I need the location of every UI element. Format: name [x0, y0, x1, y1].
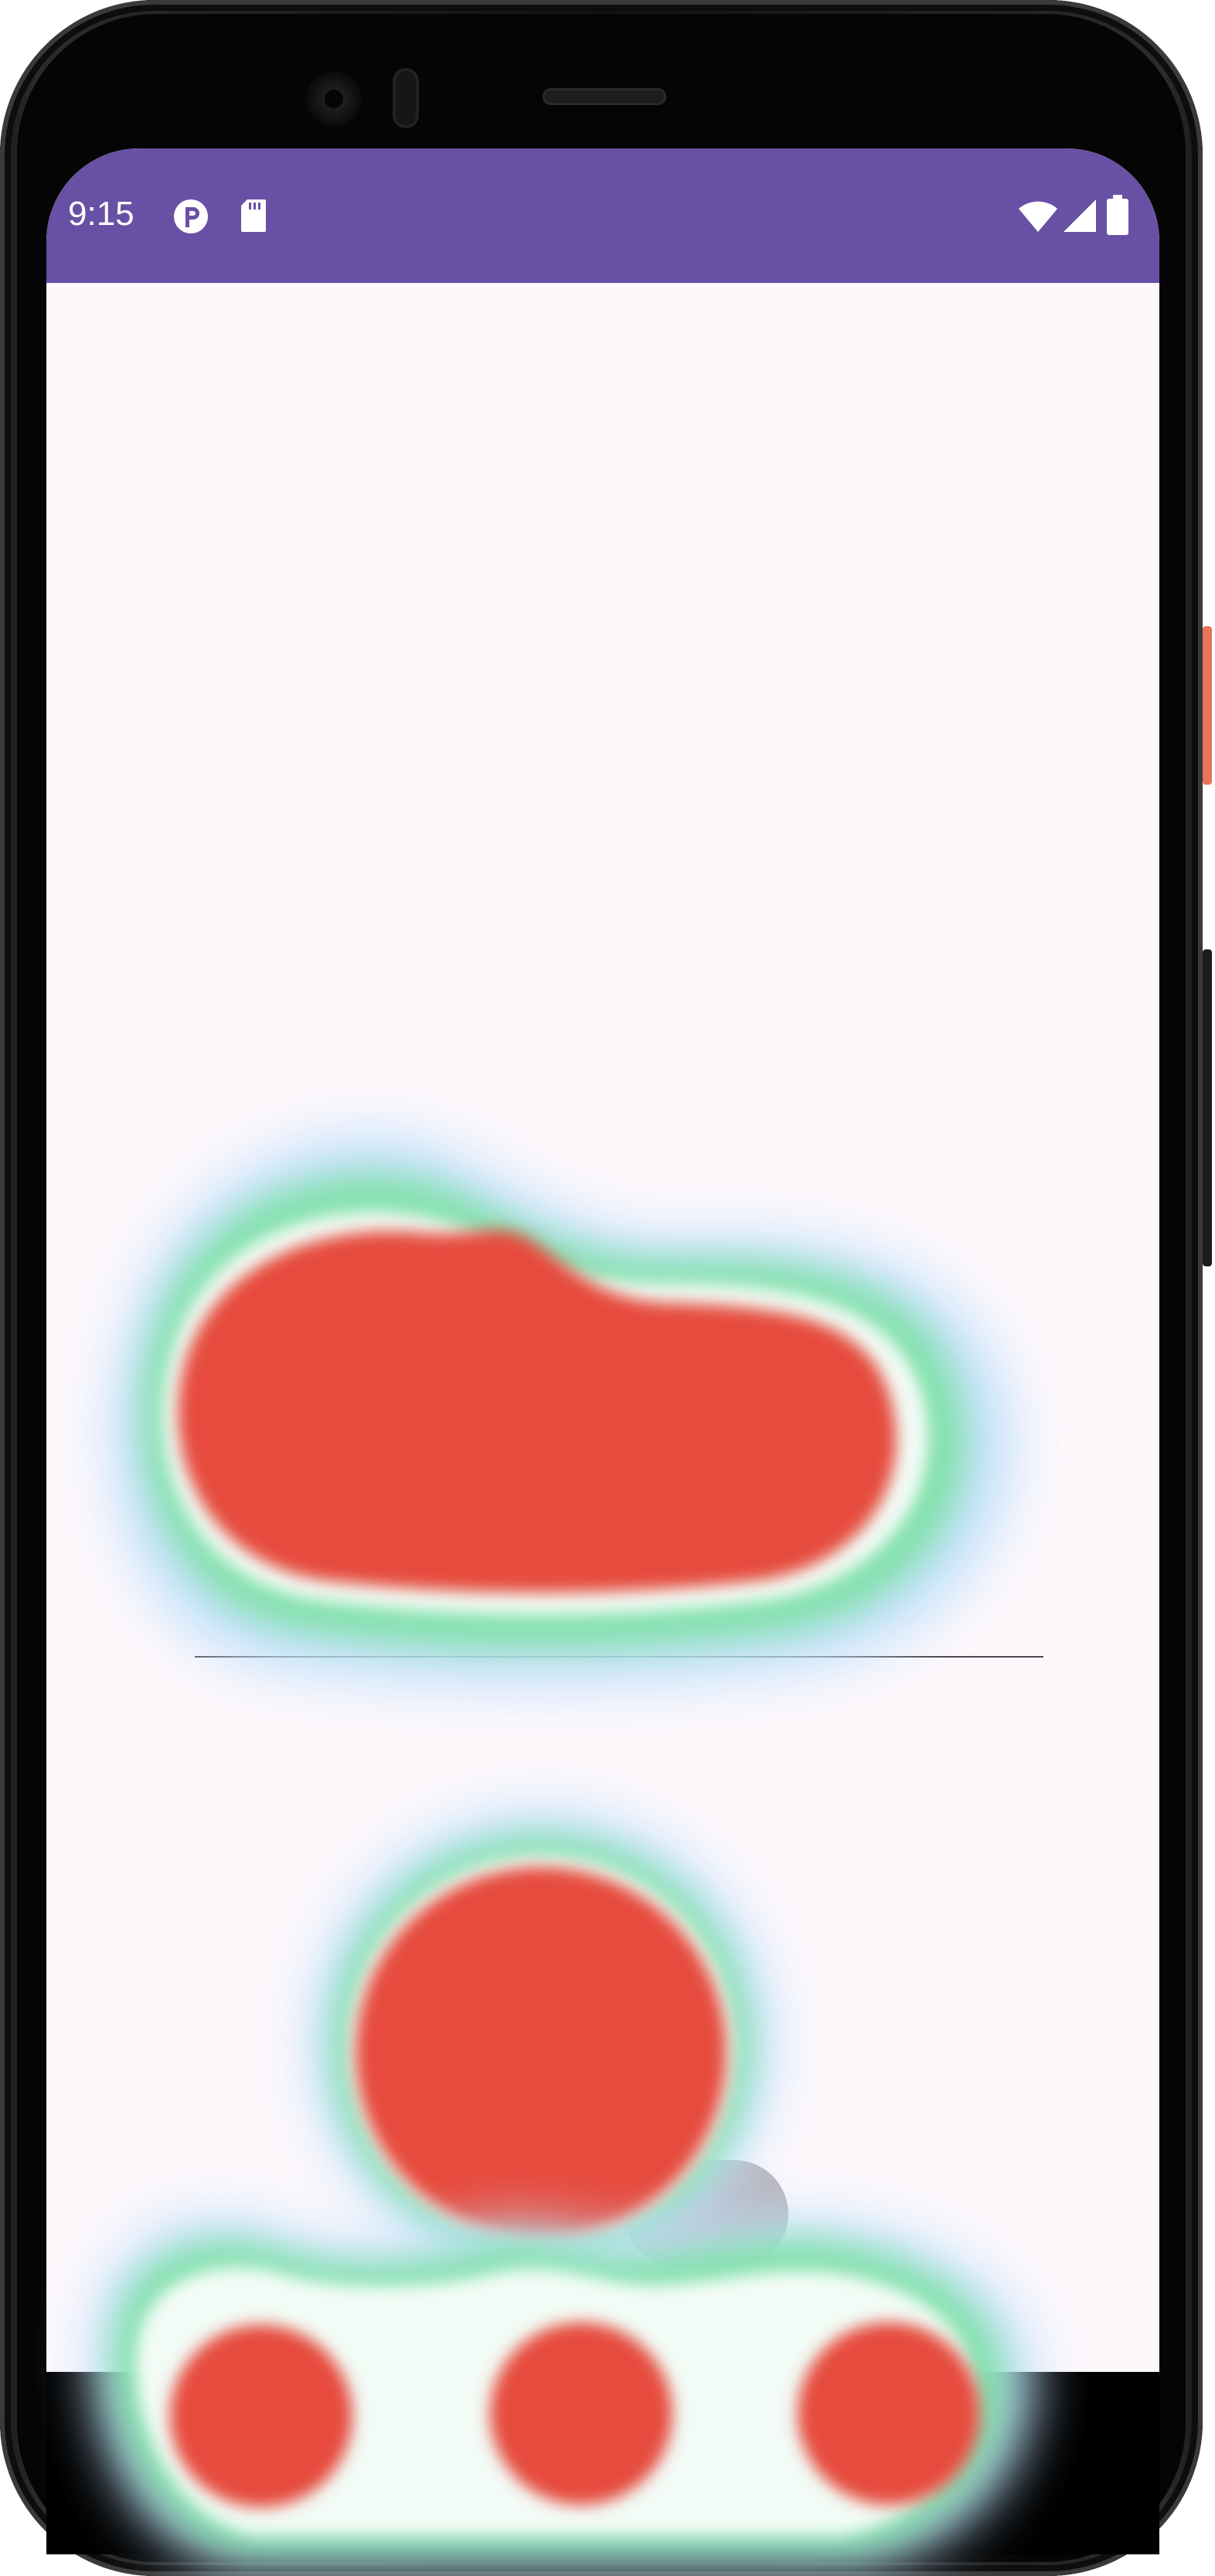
app-screen: 9:15: [46, 148, 1159, 2554]
front-camera: [306, 71, 362, 127]
signal-icon: [1062, 198, 1098, 237]
navigation-bar: [46, 2372, 1159, 2554]
pinterest-icon: [172, 198, 209, 239]
earpiece-speaker: [543, 88, 666, 105]
power-button: [1203, 626, 1212, 785]
volume-button: [1203, 949, 1212, 1266]
wifi-icon: [1017, 199, 1059, 237]
battery-icon: [1107, 195, 1128, 239]
submit-button[interactable]: [625, 2160, 788, 2268]
participant-id-underline: [195, 1656, 1043, 1658]
status-time: 9:15: [68, 195, 134, 233]
status-bar: 9:15: [46, 148, 1159, 283]
participant-id-label: Enter Participant ID: [195, 1401, 477, 1437]
camera-lens: [325, 90, 343, 108]
proximity-sensor: [393, 68, 419, 128]
sd-card-icon: [240, 198, 267, 237]
